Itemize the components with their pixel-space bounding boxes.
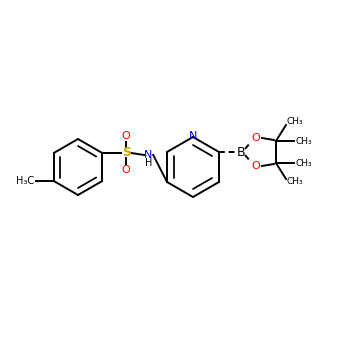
Text: O: O xyxy=(252,133,260,143)
Text: N: N xyxy=(189,131,197,141)
Text: O: O xyxy=(122,131,131,141)
Text: N: N xyxy=(144,150,153,160)
Text: B: B xyxy=(237,146,245,159)
Text: CH₃: CH₃ xyxy=(296,136,313,146)
Text: CH₃: CH₃ xyxy=(287,118,303,126)
Text: CH₃: CH₃ xyxy=(296,159,313,168)
Text: S: S xyxy=(122,147,131,160)
Text: O: O xyxy=(252,161,260,171)
Text: H: H xyxy=(145,158,152,168)
Text: O: O xyxy=(122,165,131,175)
Text: CH₃: CH₃ xyxy=(287,177,303,187)
Text: H₃C: H₃C xyxy=(16,176,34,186)
